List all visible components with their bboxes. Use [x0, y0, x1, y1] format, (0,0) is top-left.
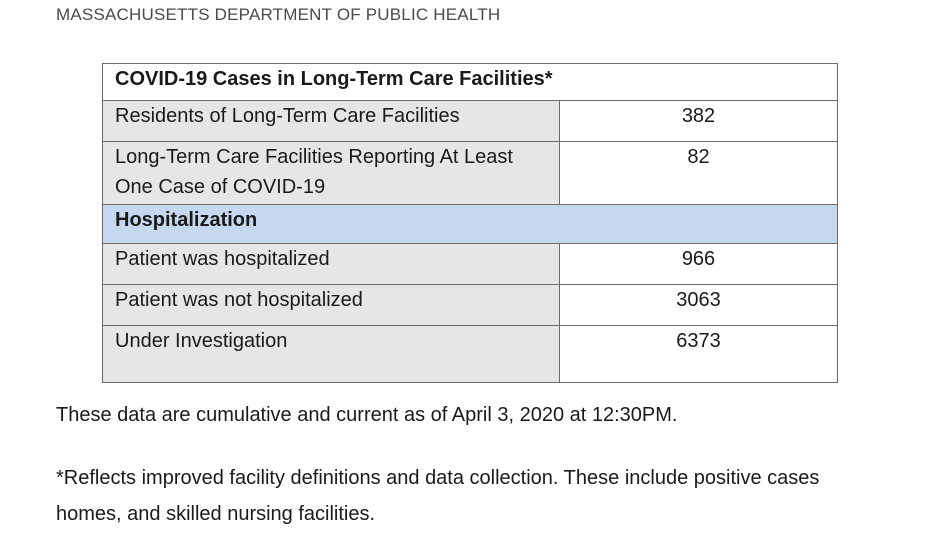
table-row: Long-Term Care Facilities Reporting At L…	[102, 141, 838, 205]
table-title: COVID-19 Cases in Long-Term Care Facilit…	[102, 63, 838, 101]
row-value: 82	[559, 141, 838, 205]
row-label: Patient was hospitalized	[102, 243, 560, 285]
row-value: 3063	[559, 284, 838, 326]
section-header: Hospitalization	[102, 204, 838, 244]
row-label: Under Investigation	[102, 325, 560, 383]
table-row: Patient was hospitalized 966	[102, 243, 838, 285]
table-row: Residents of Long-Term Care Facilities 3…	[102, 100, 838, 142]
footnote-line: *Reflects improved facility definitions …	[56, 467, 820, 489]
table-row: Under Investigation 6373	[102, 325, 838, 383]
data-currency-note: These data are cumulative and current as…	[56, 404, 678, 426]
row-value: 6373	[559, 325, 838, 383]
table-title-row: COVID-19 Cases in Long-Term Care Facilit…	[102, 63, 838, 101]
section-header-row: Hospitalization	[102, 204, 838, 244]
row-value: 382	[559, 100, 838, 142]
row-label: Long-Term Care Facilities Reporting At L…	[102, 141, 560, 205]
footnote: *Reflects improved facility definitions …	[56, 460, 946, 532]
row-value: 966	[559, 243, 838, 285]
ltc-cases-table: COVID-19 Cases in Long-Term Care Facilit…	[102, 63, 838, 383]
department-header: MASSACHUSETTS DEPARTMENT OF PUBLIC HEALT…	[56, 5, 501, 24]
table-row: Patient was not hospitalized 3063	[102, 284, 838, 326]
row-label: Patient was not hospitalized	[102, 284, 560, 326]
footnote-line: homes, and skilled nursing facilities.	[56, 503, 376, 525]
row-label: Residents of Long-Term Care Facilities	[102, 100, 560, 142]
